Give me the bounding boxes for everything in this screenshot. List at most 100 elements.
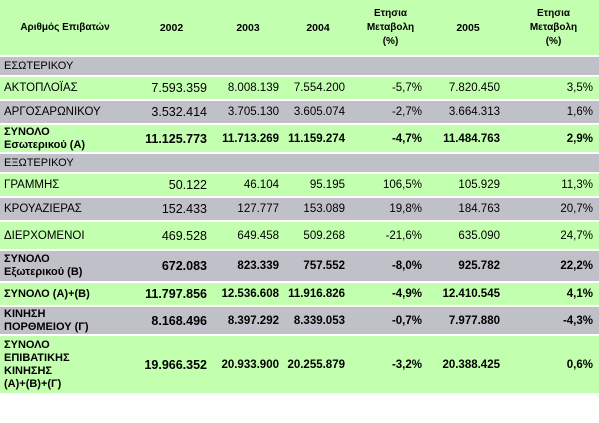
value-2004: 3.605.074 bbox=[283, 101, 353, 125]
value-2002: 11.797.856 bbox=[130, 283, 213, 307]
value-2005: 7.977.880 bbox=[428, 307, 508, 336]
value-2003: 127.777 bbox=[213, 198, 283, 222]
value-2004: 11.916.826 bbox=[283, 283, 353, 307]
value-2002: 672.083 bbox=[130, 251, 213, 283]
value-2003: 20.933.900 bbox=[213, 336, 283, 395]
row-label-line2: ΠΟΡΘΜΕΙΟΥ (Γ) bbox=[4, 320, 89, 333]
change-2: 2,9% bbox=[508, 125, 599, 154]
change-2: 1,6% bbox=[508, 101, 599, 125]
value-2005: 11.484.763 bbox=[428, 125, 508, 154]
value-2005: 3.664.313 bbox=[428, 101, 508, 125]
value-2005: 20.388.425 bbox=[428, 336, 508, 395]
table-row-grand-total: ΣΥΝΟΛΟ ΕΠΙΒΑΤΙΚΗΣ ΚΙΝΗΣΗΣ (Α)+(Β)+(Γ) 19… bbox=[0, 336, 599, 395]
header-row: Αριθμός Επιβατών 2002 2003 2004 Ετησια Μ… bbox=[0, 0, 599, 57]
change-1: -8,0% bbox=[353, 251, 428, 283]
value-2002: 19.966.352 bbox=[130, 336, 213, 395]
change-1: 19,8% bbox=[353, 198, 428, 222]
change-2: 0,6% bbox=[508, 336, 599, 395]
row-label: ΣΥΝΟΛΟ Εσωτερικού (Α) bbox=[0, 125, 130, 154]
section-domestic-label: ΕΣΩΤΕΡΙΚΟΥ bbox=[0, 57, 599, 77]
value-2002: 50.122 bbox=[130, 174, 213, 198]
value-2003: 823.339 bbox=[213, 251, 283, 283]
change-2: 3,5% bbox=[508, 77, 599, 101]
value-2002: 3.532.414 bbox=[130, 101, 213, 125]
change-2: 22,2% bbox=[508, 251, 599, 283]
section-foreign-label: ΕΞΩΤΕΡΙΚΟΥ bbox=[0, 154, 599, 174]
row-label: ΓΡΑΜΜΗΣ bbox=[0, 174, 130, 198]
header-change2-line2: Μεταβολη bbox=[529, 21, 578, 33]
value-2002: 11.125.773 bbox=[130, 125, 213, 154]
header-change1-line1: Ετησια bbox=[373, 7, 407, 19]
value-2005: 635.090 bbox=[428, 222, 508, 251]
row-label: ΚΡΟΥΑΖΙΕΡΑΣ bbox=[0, 198, 130, 222]
table-row-total-domestic: ΣΥΝΟΛΟ Εσωτερικού (Α) 11.125.773 11.713.… bbox=[0, 125, 599, 154]
value-2005: 105.929 bbox=[428, 174, 508, 198]
value-2002: 8.168.496 bbox=[130, 307, 213, 336]
change-1: -4,7% bbox=[353, 125, 428, 154]
row-label-line2: Εσωτερικού (Α) bbox=[4, 138, 86, 151]
value-2004: 509.268 bbox=[283, 222, 353, 251]
row-label: ΣΥΝΟΛΟ ΕΠΙΒΑΤΙΚΗΣ ΚΙΝΗΣΗΣ (Α)+(Β)+(Γ) bbox=[0, 336, 130, 395]
change-1: -0,7% bbox=[353, 307, 428, 336]
change-2: 11,3% bbox=[508, 174, 599, 198]
row-label: ΣΥΝΟΛΟ Εξωτερικού (Β) bbox=[0, 251, 130, 283]
change-2: -4,3% bbox=[508, 307, 599, 336]
value-2005: 184.763 bbox=[428, 198, 508, 222]
change-2: 4,1% bbox=[508, 283, 599, 307]
header-annual-change-2: Ετησια Μεταβολη (%) bbox=[508, 0, 599, 57]
table-row-total-ab: ΣΥΝΟΛΟ (Α)+(Β) 11.797.856 12.536.608 11.… bbox=[0, 283, 599, 307]
value-2004: 20.255.879 bbox=[283, 336, 353, 395]
value-2004: 11.159.274 bbox=[283, 125, 353, 154]
change-1: 106,5% bbox=[353, 174, 428, 198]
header-annual-change-1: Ετησια Μεταβολη (%) bbox=[353, 0, 428, 57]
row-label: ΑΚΤΟΠΛΟΪΑΣ bbox=[0, 77, 130, 101]
change-1: -4,9% bbox=[353, 283, 428, 307]
header-2005: 2005 bbox=[428, 0, 508, 57]
value-2005: 925.782 bbox=[428, 251, 508, 283]
row-label-line2: ΕΠΙΒΑΤΙΚΗΣ bbox=[4, 351, 70, 364]
value-2004: 95.195 bbox=[283, 174, 353, 198]
value-2004: 7.554.200 bbox=[283, 77, 353, 101]
change-1: -5,7% bbox=[353, 77, 428, 101]
value-2004: 757.552 bbox=[283, 251, 353, 283]
row-label: ΔΙΕΡΧΟΜΕΝΟΙ bbox=[0, 222, 130, 251]
change-1: -3,2% bbox=[353, 336, 428, 395]
value-2005: 12.410.545 bbox=[428, 283, 508, 307]
row-label: ΑΡΓΟΣΑΡΩΝΙΚΟΥ bbox=[0, 101, 130, 125]
value-2004: 8.339.053 bbox=[283, 307, 353, 336]
header-change1-line2: Μεταβολη bbox=[366, 21, 415, 33]
change-2: 24,7% bbox=[508, 222, 599, 251]
row-label-line1: ΚΙΝΗΣΗ bbox=[4, 307, 46, 320]
row-label-line2: Εξωτερικού (Β) bbox=[4, 266, 83, 278]
value-2004: 153.089 bbox=[283, 198, 353, 222]
row-label-line1: ΣΥΝΟΛΟ bbox=[4, 253, 50, 265]
change-1: -21,6% bbox=[353, 222, 428, 251]
header-2002: 2002 bbox=[130, 0, 213, 57]
value-2003: 8.008.139 bbox=[213, 77, 283, 101]
table-row: ΓΡΑΜΜΗΣ 50.122 46.104 95.195 106,5% 105.… bbox=[0, 174, 599, 198]
value-2002: 152.433 bbox=[130, 198, 213, 222]
table-row-ferry: ΚΙΝΗΣΗ ΠΟΡΘΜΕΙΟΥ (Γ) 8.168.496 8.397.292… bbox=[0, 307, 599, 336]
row-label-line4: (Α)+(Β)+(Γ) bbox=[4, 377, 62, 390]
value-2003: 46.104 bbox=[213, 174, 283, 198]
header-2004: 2004 bbox=[283, 0, 353, 57]
table-row: ΑΡΓΟΣΑΡΩΝΙΚΟΥ 3.532.414 3.705.130 3.605.… bbox=[0, 101, 599, 125]
header-change2-line1: Ετησια bbox=[536, 7, 570, 19]
section-foreign: ΕΞΩΤΕΡΙΚΟΥ bbox=[0, 154, 599, 174]
table-row: ΔΙΕΡΧΟΜΕΝΟΙ 469.528 649.458 509.268 -21,… bbox=[0, 222, 599, 251]
header-change2-line3: (%) bbox=[545, 35, 562, 47]
section-domestic: ΕΣΩΤΕΡΙΚΟΥ bbox=[0, 57, 599, 77]
value-2003: 11.713.269 bbox=[213, 125, 283, 154]
value-2003: 3.705.130 bbox=[213, 101, 283, 125]
table-row: ΑΚΤΟΠΛΟΪΑΣ 7.593.359 8.008.139 7.554.200… bbox=[0, 77, 599, 101]
row-label: ΚΙΝΗΣΗ ΠΟΡΘΜΕΙΟΥ (Γ) bbox=[0, 307, 130, 336]
passenger-statistics-table: Αριθμός Επιβατών 2002 2003 2004 Ετησια Μ… bbox=[0, 0, 599, 395]
row-label-line3: ΚΙΝΗΣΗΣ bbox=[4, 364, 53, 377]
row-label-line1: ΣΥΝΟΛΟ bbox=[4, 125, 50, 138]
header-2003: 2003 bbox=[213, 0, 283, 57]
value-2002: 7.593.359 bbox=[130, 77, 213, 101]
value-2002: 469.528 bbox=[130, 222, 213, 251]
value-2003: 8.397.292 bbox=[213, 307, 283, 336]
row-label: ΣΥΝΟΛΟ (Α)+(Β) bbox=[0, 283, 130, 307]
change-2: 20,7% bbox=[508, 198, 599, 222]
